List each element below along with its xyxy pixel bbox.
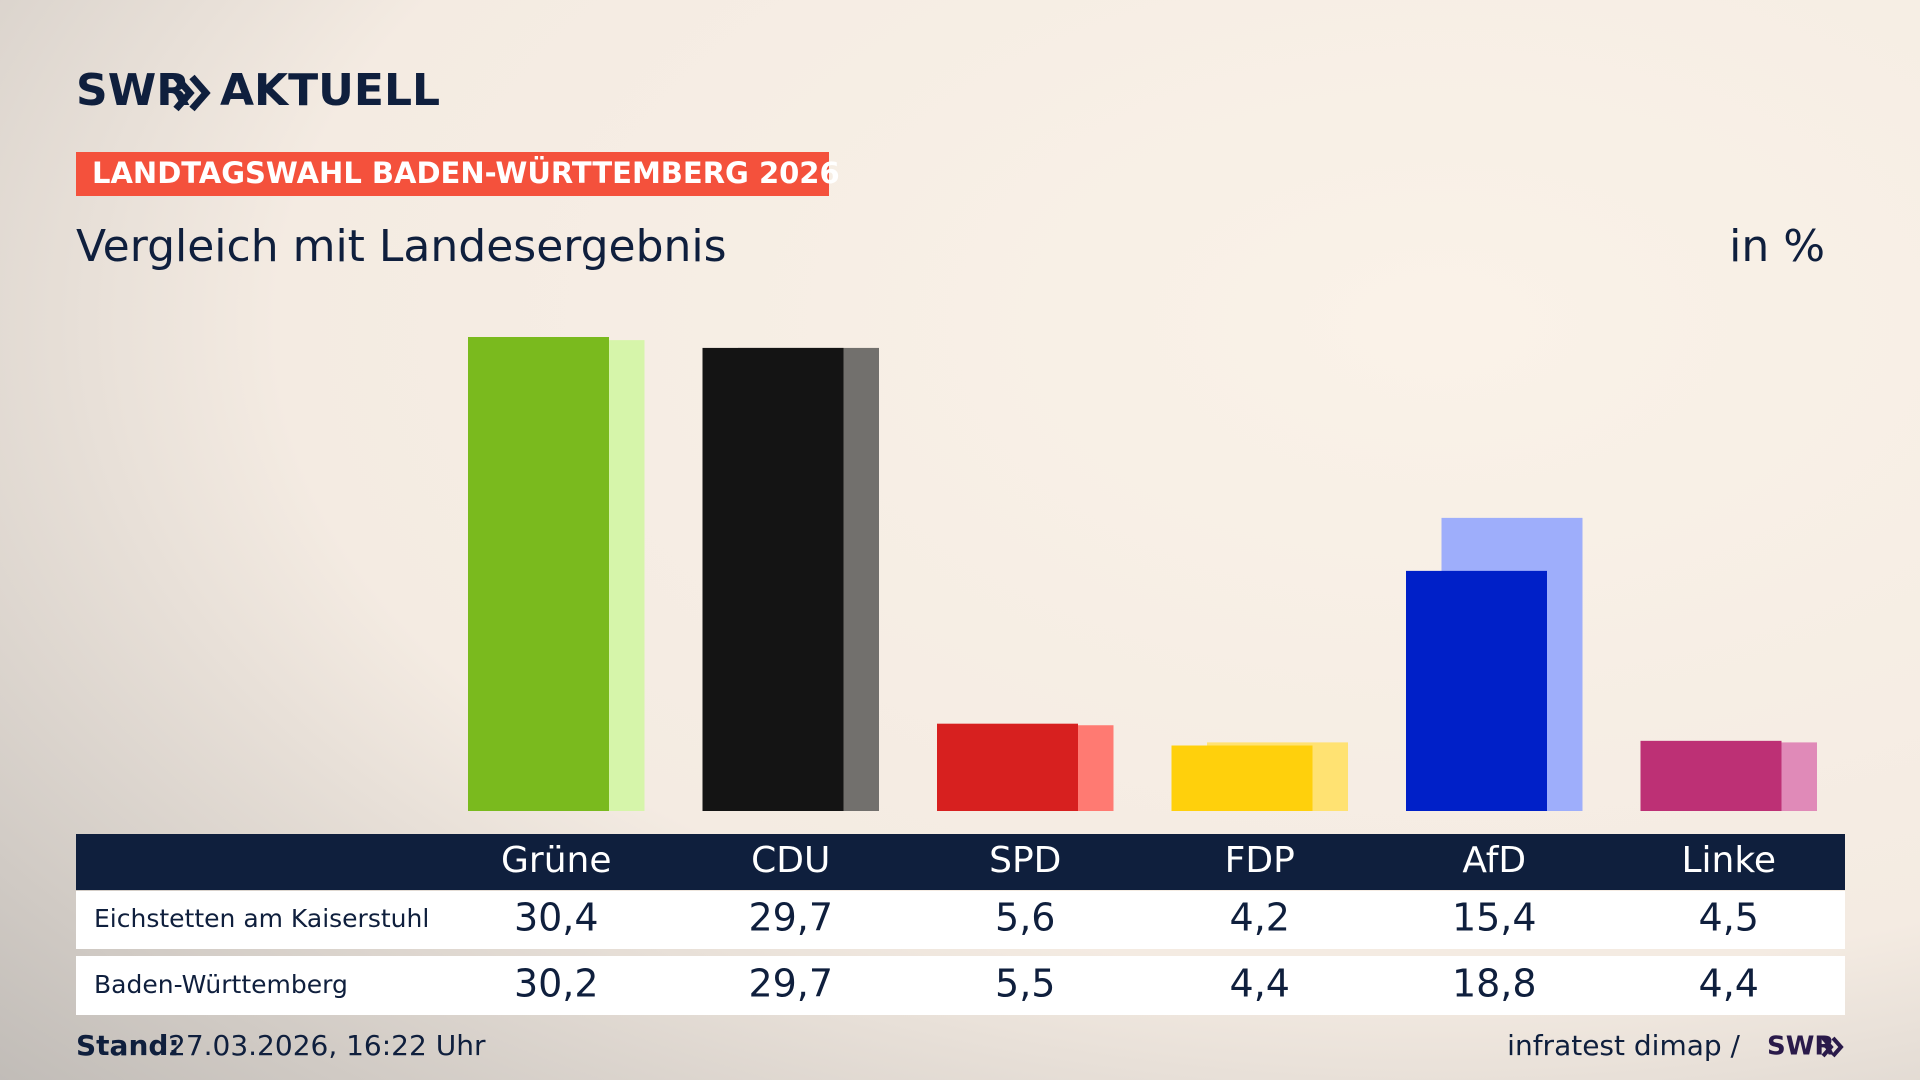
stand-label: Stand: bbox=[76, 1029, 180, 1062]
x-tick-label: AfD bbox=[1462, 840, 1526, 881]
value-label: 4,2 bbox=[1230, 896, 1290, 940]
stand: 27.03.2026, 16:22 Uhr bbox=[168, 1029, 486, 1062]
kicker: LANDTAGSWAHL BADEN-WÜRTTEMBERG 2026 bbox=[92, 156, 840, 190]
value-label: 30,2 bbox=[514, 962, 599, 1006]
source-brand: SWR bbox=[1767, 1032, 1834, 1062]
value-label: 4,4 bbox=[1230, 962, 1290, 1006]
bar bbox=[1406, 570, 1547, 811]
value-label: 29,7 bbox=[748, 962, 833, 1006]
legend-label: Eichstetten am Kaiserstuhl bbox=[94, 904, 429, 933]
unit: in % bbox=[1729, 221, 1825, 272]
value-label: 29,7 bbox=[748, 896, 833, 940]
value-label: 4,5 bbox=[1699, 896, 1759, 940]
table-row bbox=[76, 956, 1845, 1015]
value-label: 5,6 bbox=[995, 896, 1055, 940]
x-tick-label: SPD bbox=[989, 840, 1061, 881]
bar bbox=[1640, 740, 1782, 811]
table-row bbox=[76, 891, 1845, 949]
bar bbox=[702, 347, 844, 811]
brand-suffix: AKTUELL bbox=[220, 65, 440, 116]
x-tick-label: FDP bbox=[1225, 840, 1295, 881]
x-tick-label: Linke bbox=[1681, 840, 1776, 881]
bar bbox=[1171, 745, 1313, 811]
value-label: 15,4 bbox=[1452, 896, 1537, 940]
value-label: 18,8 bbox=[1452, 962, 1537, 1006]
chart-title: Vergleich mit Landesergebnis bbox=[76, 221, 727, 272]
source: infratest dimap / bbox=[1507, 1029, 1740, 1062]
x-tick-label: Grüne bbox=[501, 840, 611, 881]
source-chevrons bbox=[1821, 1036, 1844, 1058]
bar bbox=[468, 337, 609, 811]
table-header bbox=[76, 834, 1845, 890]
value-label: 4,4 bbox=[1699, 962, 1759, 1006]
brand-chevrons bbox=[173, 74, 211, 112]
value-label: 30,4 bbox=[514, 896, 599, 940]
x-tick-label: CDU bbox=[751, 840, 830, 881]
kicker-box bbox=[76, 152, 829, 196]
legend-label: Baden-Württemberg bbox=[94, 970, 348, 999]
bar bbox=[937, 723, 1078, 811]
brand: SWR bbox=[76, 65, 190, 116]
value-label: 5,5 bbox=[995, 962, 1055, 1006]
